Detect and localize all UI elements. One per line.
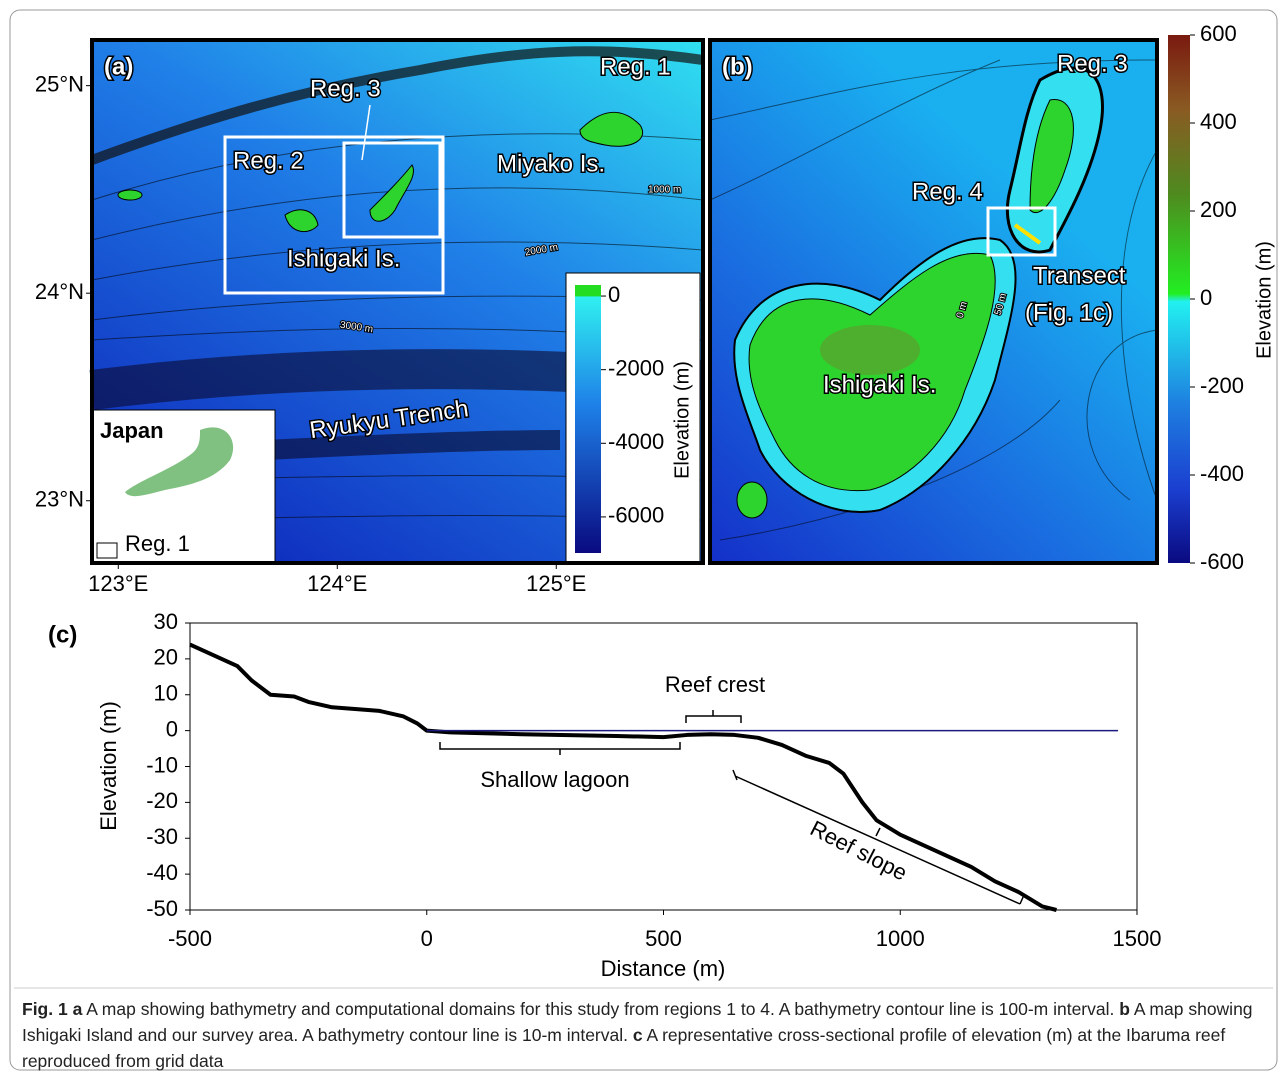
x-tick-label: 0 bbox=[421, 926, 433, 951]
colorbar-label: Elevation (m) bbox=[671, 361, 693, 479]
y-tick-label: 20 bbox=[154, 645, 178, 670]
bracket bbox=[439, 742, 681, 755]
contour-label: 1000 m bbox=[648, 185, 681, 196]
colorbar-tick-label: -4000 bbox=[608, 429, 664, 454]
caption-letter: c bbox=[632, 1025, 643, 1045]
caption-letter: a bbox=[72, 999, 83, 1019]
x-tick-label: 1000 bbox=[876, 926, 925, 951]
lon-tick-label: 124°E bbox=[307, 571, 367, 596]
colorbar-tick-label: -200 bbox=[1200, 373, 1244, 398]
map-a: (a) Reg. 1 Reg. 3 Reg. 2 Miyako Is. Ishi… bbox=[89, 38, 705, 565]
map-label: Miyako Is. bbox=[497, 150, 605, 177]
inset-title: Japan bbox=[100, 418, 164, 443]
map-label: Transect bbox=[1033, 262, 1126, 289]
y-tick-label: -10 bbox=[146, 752, 178, 777]
map-label: Reg. 3 bbox=[310, 75, 381, 102]
colorbar-tick-label: 0 bbox=[608, 282, 620, 307]
y-tick-label: -50 bbox=[146, 896, 178, 921]
bracket bbox=[685, 710, 742, 723]
y-axis-label: Elevation (m) bbox=[96, 701, 121, 831]
annotation: Shallow lagoon bbox=[480, 767, 629, 792]
contour-label: 0 m bbox=[955, 301, 970, 320]
caption-letter: b bbox=[1119, 999, 1130, 1019]
annotation: Reef crest bbox=[665, 672, 765, 697]
colorbar-tick-label: 400 bbox=[1200, 109, 1237, 134]
panel-label: (a) bbox=[104, 53, 133, 80]
lon-tick-label: 125°E bbox=[526, 571, 586, 596]
panel-label: (b) bbox=[722, 53, 753, 80]
x-axis-label: Distance (m) bbox=[601, 956, 726, 981]
map-label: (Fig. 1c) bbox=[1025, 299, 1113, 326]
caption: Fig. 1 a A map showing bathymetry and co… bbox=[22, 996, 1272, 1074]
annotation: Reef slope bbox=[806, 815, 911, 885]
colorbar-tick-label: 600 bbox=[1200, 21, 1237, 46]
profile-line bbox=[189, 642, 1057, 912]
lat-tick-label: 24°N bbox=[35, 279, 84, 304]
map-label: Reg. 3 bbox=[1057, 50, 1128, 77]
lat-tick-label: 25°N bbox=[35, 71, 84, 96]
figure-border bbox=[9, 9, 1278, 1071]
colorbar-tick-label: -400 bbox=[1200, 461, 1244, 486]
caption-text: A representative cross-sectional profile… bbox=[22, 1025, 1226, 1071]
colorbar-tick-label: -600 bbox=[1200, 549, 1244, 574]
map-label: Ishigaki Is. bbox=[823, 371, 936, 398]
y-tick-label: -20 bbox=[146, 788, 178, 813]
bracket bbox=[732, 769, 1025, 905]
y-tick-label: 30 bbox=[154, 609, 178, 634]
colorbar-tick-label: -6000 bbox=[608, 503, 664, 528]
lon-tick-label: 123°E bbox=[88, 571, 148, 596]
colorbar-label: Elevation (m) bbox=[1253, 241, 1275, 359]
map-label: Ishigaki Is. bbox=[287, 245, 400, 272]
x-tick-label: 1500 bbox=[1113, 926, 1162, 951]
x-tick-label: -500 bbox=[168, 926, 212, 951]
panel-label: (c) bbox=[48, 621, 77, 648]
map-label: Reg. 2 bbox=[233, 147, 304, 174]
caption-text: A map showing bathymetry and computation… bbox=[86, 999, 1115, 1019]
y-tick-label: -40 bbox=[146, 860, 178, 885]
profile-chart: (c) Distance (m) Elevation (m) Reef cres… bbox=[48, 609, 1161, 981]
colorbar-tick-label: 200 bbox=[1200, 197, 1237, 222]
colorbar-tick-label: -2000 bbox=[608, 355, 664, 380]
y-tick-label: 0 bbox=[166, 716, 178, 741]
caption-text: A map showing Ishigaki Island and our su… bbox=[22, 999, 1253, 1045]
x-tick-label: 500 bbox=[645, 926, 682, 951]
map-label: Reg. 1 bbox=[600, 53, 671, 80]
map-label: Reg. 4 bbox=[912, 178, 983, 205]
colorbar-tick-label: 0 bbox=[1200, 285, 1212, 310]
y-tick-label: 10 bbox=[154, 681, 178, 706]
map-b: (b) Reg. 3 Reg. 4 Transect (Fig. 1c) Ish… bbox=[708, 35, 1275, 565]
lat-tick-label: 23°N bbox=[35, 487, 84, 512]
caption-label: Fig. 1 bbox=[22, 999, 68, 1019]
y-tick-label: -30 bbox=[146, 824, 178, 849]
inset-label: Reg. 1 bbox=[125, 531, 190, 556]
